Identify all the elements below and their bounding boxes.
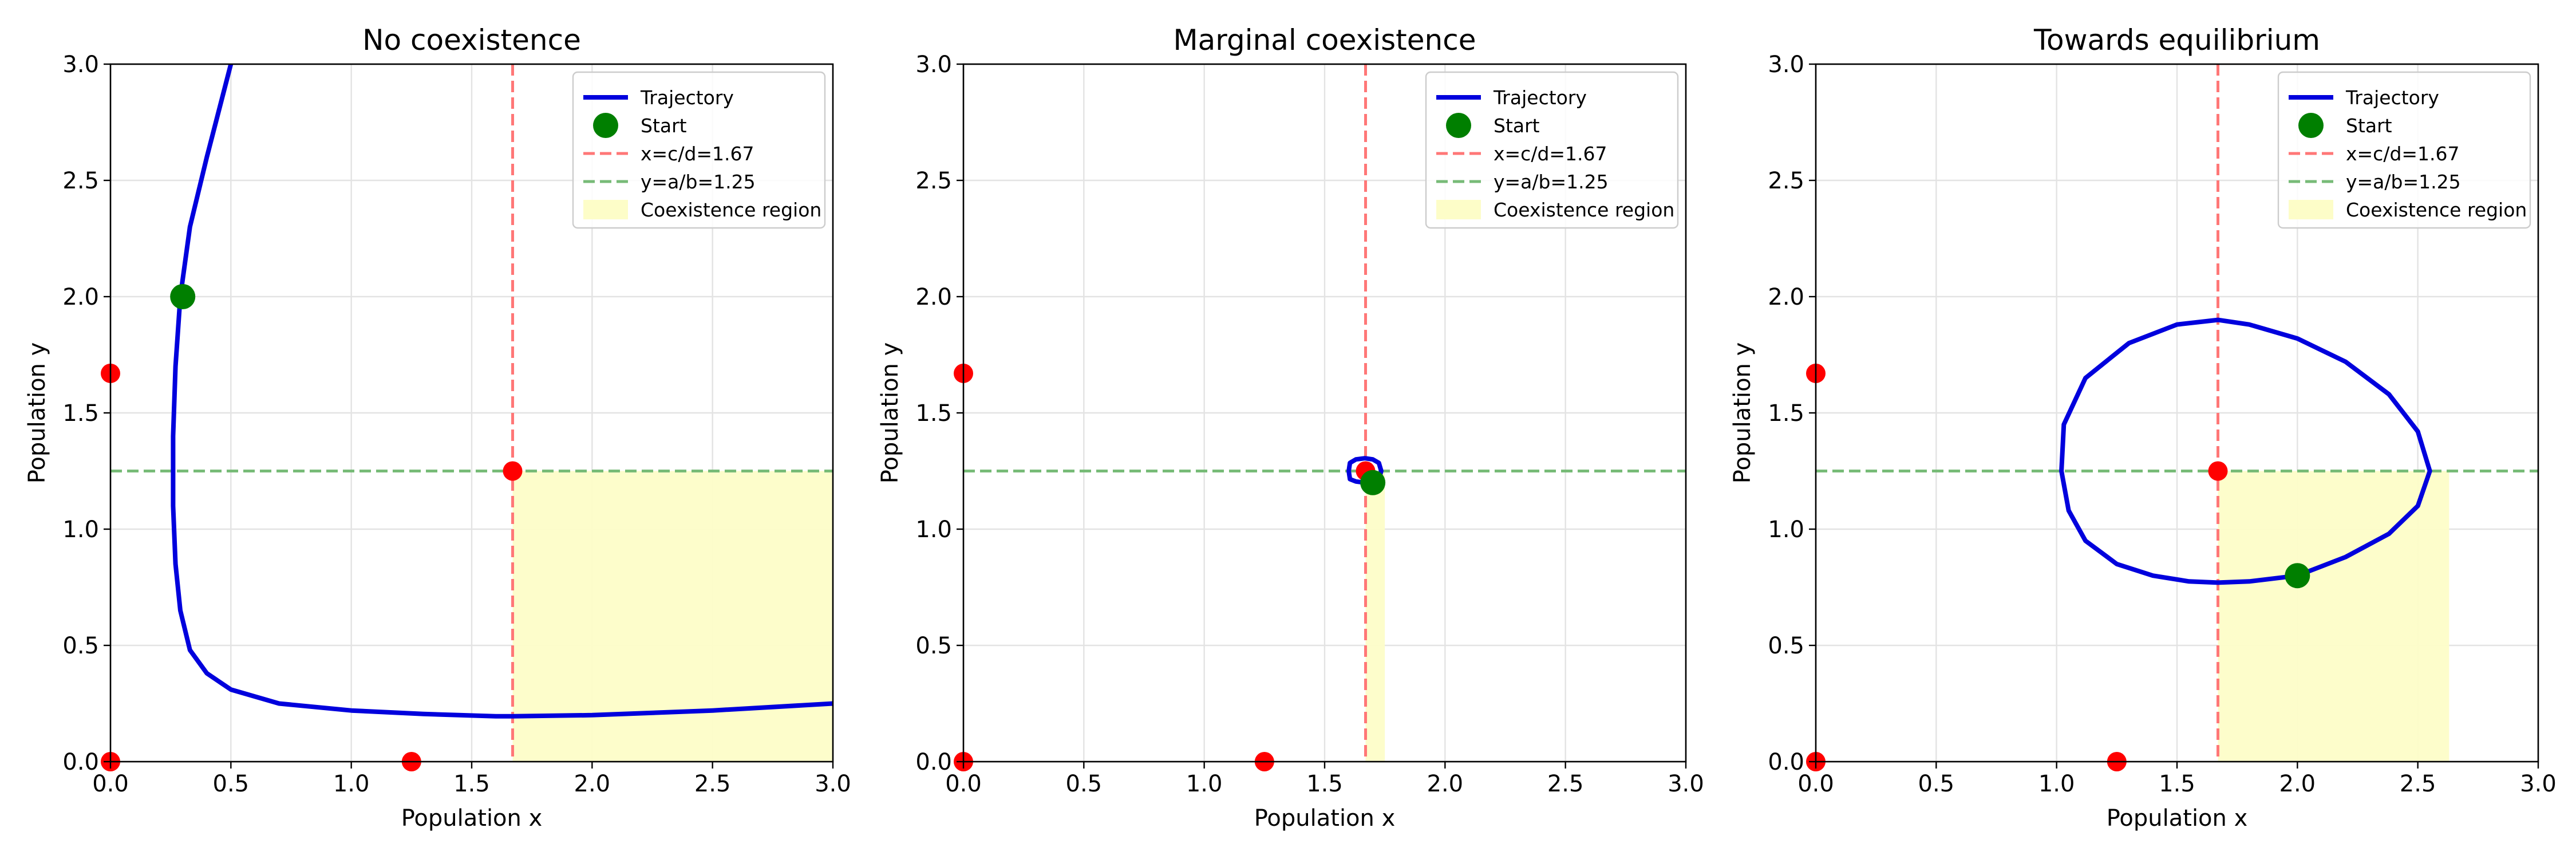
chart-3: 0.0 0.5 1.0 1.5 2.0 2.5 3.0 0.0 0.5 1.0 1.5 2.0 2.5 3…: [1729, 23, 2557, 832]
x-axis-label: Population x: [2107, 805, 2248, 832]
equilibrium-point: [2208, 461, 2228, 481]
x-axis-label: Population x: [1254, 805, 1396, 832]
x-tick-label: 2.0: [574, 771, 611, 797]
chart-title: No coexistence: [362, 23, 581, 57]
y-tick-label: 0.5: [1768, 633, 1804, 659]
x-tick-label: 0.5: [1066, 771, 1103, 797]
plot-area: [110, 64, 833, 762]
x-tick-label: 3.0: [815, 771, 851, 797]
x-tick-label: 2.5: [694, 771, 731, 797]
legend-label: x=c/d=1.67: [2346, 143, 2460, 165]
legend-label: y=a/b=1.25: [1494, 171, 1609, 193]
legend-start-handle: [2298, 113, 2324, 138]
y-tick-label: 2.0: [915, 284, 952, 310]
legend-label: Coexistence region: [2346, 199, 2527, 221]
legend-label: y=a/b=1.25: [2346, 171, 2461, 193]
legend-start-handle: [1446, 113, 1471, 138]
start-point: [2285, 563, 2310, 589]
y-tick-label: 1.5: [915, 400, 952, 427]
trajectory-line: [2059, 317, 2432, 585]
legend-label: Coexistence region: [641, 199, 821, 221]
x-tick-label: 1.0: [1186, 771, 1223, 797]
x-tick-label: 1.5: [1306, 771, 1343, 797]
legend: Trajectory Start x=c/d=1.67 y=a/b=1.25 Coexi…: [572, 71, 826, 229]
y-axis-label: Population y: [1729, 342, 1756, 484]
y-tick-label: 3.0: [1768, 52, 1804, 78]
x-tick-label: 2.0: [1427, 771, 1464, 797]
legend-label: Trajectory: [2345, 86, 2439, 109]
chart-2: 0.0 0.5 1.0 1.5 2.0 2.5 3.0 0.0 0.5 1.0 1.5 2.0 2.5 3…: [877, 23, 1704, 832]
y-tick-label: 3.0: [915, 52, 952, 78]
y-tick-label: 1.5: [62, 400, 99, 427]
x-tick-label: 2.0: [2279, 771, 2316, 797]
legend-start-handle: [593, 113, 618, 138]
y-tick-label: 0.0: [62, 749, 99, 775]
x-tick-label: 0.5: [213, 771, 250, 797]
coexistence-region: [2218, 471, 2449, 762]
y-tick-label: 1.0: [1768, 517, 1804, 543]
legend-label: Start: [641, 115, 687, 137]
y-tick-label: 1.0: [915, 517, 952, 543]
y-tick-label: 3.0: [62, 52, 99, 78]
legend-label: Coexistence region: [1494, 199, 1674, 221]
y-tick-label: 0.5: [915, 633, 952, 659]
y-tick-label: 2.0: [1768, 284, 1804, 310]
coexistence-region: [512, 471, 833, 762]
y-tick-label: 1.0: [62, 517, 99, 543]
y-tick-label: 2.5: [62, 168, 99, 194]
y-tick-label: 1.5: [1768, 400, 1804, 427]
legend: Trajectory Start x=c/d=1.67 y=a/b=1.25 Coexi…: [1425, 71, 1679, 229]
x-tick-label: 1.0: [333, 771, 370, 797]
y-tick-label: 0.0: [915, 749, 952, 775]
x-tick-label: 3.0: [1668, 771, 1704, 797]
x-tick-label: 0.0: [1797, 771, 1834, 797]
x-tick-label: 0.5: [1918, 771, 1955, 797]
legend-label: Start: [1494, 115, 1540, 137]
x-tick-label: 3.0: [2520, 771, 2557, 797]
x-tick-label: 1.0: [2038, 771, 2075, 797]
legend-label: Trajectory: [640, 86, 734, 109]
legend-label: x=c/d=1.67: [641, 143, 754, 165]
x-tick-label: 2.5: [2400, 771, 2436, 797]
y-tick-label: 0.5: [62, 633, 99, 659]
trajectory-line: [1346, 456, 1384, 485]
start-point: [170, 284, 196, 309]
coexistence-region: [1365, 471, 1385, 762]
y-tick-label: 2.0: [62, 284, 99, 310]
y-tick-label: 2.5: [915, 168, 952, 194]
start-point: [1360, 470, 1386, 495]
legend-region-handle: [583, 200, 628, 219]
legend-region-handle: [1436, 200, 1481, 219]
legend-label: y=a/b=1.25: [641, 171, 756, 193]
legend-region-handle: [2289, 200, 2333, 219]
y-axis-label: Population y: [24, 342, 50, 484]
legend-label: Start: [2346, 115, 2392, 137]
y-tick-label: 0.0: [1768, 749, 1804, 775]
plot-area: [1816, 64, 2538, 762]
x-tick-label: 1.5: [453, 771, 490, 797]
legend-label: Trajectory: [1493, 86, 1587, 109]
legend-box: [2277, 71, 2531, 229]
chart-title: Towards equilibrium: [2033, 23, 2320, 57]
equilibrium-point: [503, 461, 523, 481]
legend-label: x=c/d=1.67: [1494, 143, 1607, 165]
y-axis-label: Population y: [877, 342, 903, 484]
x-tick-label: 0.0: [92, 771, 129, 797]
x-axis-label: Population x: [401, 805, 543, 832]
y-tick-label: 2.5: [1768, 168, 1804, 194]
chart-1: 0.0 0.5 1.0 1.5 2.0 2.5 3.0 0.0 0.5 1.0 1.5 2.0 2.5 3…: [24, 23, 851, 832]
plot-area: [963, 64, 1686, 762]
legend-box: [1425, 71, 1679, 229]
legend-box: [572, 71, 826, 229]
x-tick-label: 1.5: [2159, 771, 2195, 797]
legend: Trajectory Start x=c/d=1.67 y=a/b=1.25 Coexi…: [2277, 71, 2531, 229]
x-tick-label: 2.5: [1547, 771, 1584, 797]
chart-title: Marginal coexistence: [1173, 23, 1476, 57]
x-tick-label: 0.0: [945, 771, 982, 797]
